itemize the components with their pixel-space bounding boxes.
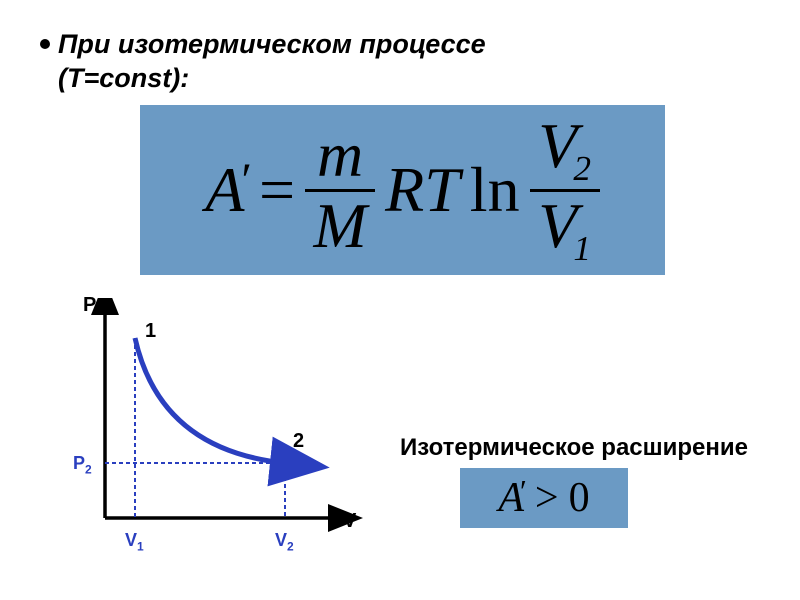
main-formula-box: A′ = m M RT ln V2 V1: [140, 105, 665, 275]
pv-graph: P V 1 2 P2 V1 V2: [75, 298, 365, 578]
formula-equals: =: [259, 153, 295, 227]
formula-frac-m-M: m M: [305, 121, 375, 260]
formula-A: A′: [205, 153, 249, 227]
p2-label: P2: [73, 453, 92, 477]
expansion-caption: Изотермическое расширение: [400, 434, 748, 462]
formula-RT: RT: [385, 153, 460, 227]
small-A: A′: [498, 474, 525, 522]
heading-line2: (T=const):: [58, 63, 189, 93]
small-formula-box: A′ > 0: [460, 468, 628, 528]
v-axis-label: V: [343, 510, 356, 533]
small-gt: >: [535, 474, 559, 522]
p-axis-label: P: [83, 294, 96, 317]
v1-label: V1: [125, 530, 144, 554]
small-formula: A′ > 0: [498, 474, 589, 522]
heading: При изотермическом процессе (T=const):: [40, 28, 486, 96]
main-formula: A′ = m M RT ln V2 V1: [205, 112, 599, 269]
v2-label: V2: [275, 530, 294, 554]
bullet-icon: [40, 39, 50, 49]
point2-label: 2: [293, 430, 304, 453]
formula-ln: ln: [470, 153, 520, 227]
formula-frac-V2-V1: V2 V1: [530, 112, 600, 269]
heading-line1: При изотермическом процессе: [58, 29, 486, 59]
isotherm-curve: [135, 338, 285, 463]
small-zero: 0: [569, 474, 590, 522]
point1-label: 1: [145, 320, 156, 343]
pv-graph-svg: [75, 298, 365, 578]
